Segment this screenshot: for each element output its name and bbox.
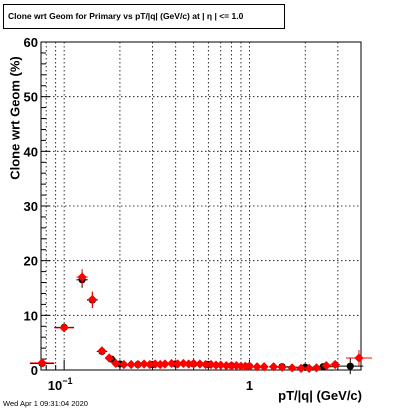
y-axis-label: Clone wrt Geom (%): [7, 56, 23, 180]
data-point-diamond: [277, 362, 287, 372]
data-point-diamond: [252, 362, 262, 372]
data-point-diamond: [133, 359, 143, 370]
data-point-diamond: [119, 359, 129, 370]
data-point-diamond: [304, 363, 314, 373]
y-tick-label: 60: [24, 35, 38, 50]
data-point-diamond: [160, 359, 170, 369]
data-point-diamond: [244, 361, 255, 371]
data-point-diamond: [216, 360, 226, 370]
data-point-diamond: [184, 359, 194, 369]
data-point-diamond: [59, 323, 69, 333]
data-point-diamond: [321, 361, 331, 371]
data-point-diamond: [330, 359, 340, 370]
data-point-diamond: [195, 359, 205, 369]
data-point-diamond: [173, 359, 183, 369]
data-point-diamond: [311, 363, 322, 373]
data-point-diamond: [268, 362, 279, 372]
data-point-diamond: [139, 359, 149, 369]
y-tick-label: 40: [24, 144, 38, 159]
x-tick-label: 1: [246, 378, 253, 393]
data-point-diamond: [259, 362, 269, 372]
chart-title: Clone wrt Geom for Primary vs pT/|q| (Ge…: [3, 4, 285, 29]
data-point-diamond: [189, 358, 199, 369]
data-point-diamond: [178, 358, 188, 369]
data-point-diamond: [111, 358, 121, 369]
data-point-diamond: [37, 358, 47, 368]
timestamp: Wed Apr 1 09:31:04 2020: [3, 399, 88, 408]
data-point-diamond: [150, 359, 160, 369]
plot-frame: [40, 41, 362, 371]
data-point-diamond: [145, 359, 155, 370]
y-tick-label: 0: [31, 363, 38, 378]
x-tick-label: 10−1: [48, 376, 73, 393]
data-point-diamond: [126, 359, 136, 370]
data-point-diamond: [87, 294, 97, 305]
y-tick-label: 50: [24, 90, 38, 105]
data-point-diamond: [97, 346, 107, 356]
data-point-diamond: [166, 358, 177, 369]
data-point-diamond: [77, 272, 87, 282]
y-tick-label: 30: [24, 199, 38, 214]
x-axis-label: pT/|q| (GeV/c): [278, 388, 362, 403]
y-tick-label: 20: [24, 254, 38, 269]
data-point-diamond: [104, 353, 114, 363]
data-point-diamond: [221, 361, 231, 371]
data-point-diamond: [211, 360, 221, 370]
data-point-diamond: [201, 359, 211, 370]
data-point-diamond: [226, 361, 237, 371]
data-point-diamond: [354, 353, 364, 363]
y-tick-label: 10: [24, 308, 38, 323]
data-point-diamond: [287, 363, 297, 373]
data-point-circle: [346, 362, 354, 370]
data-point-diamond: [296, 363, 306, 373]
